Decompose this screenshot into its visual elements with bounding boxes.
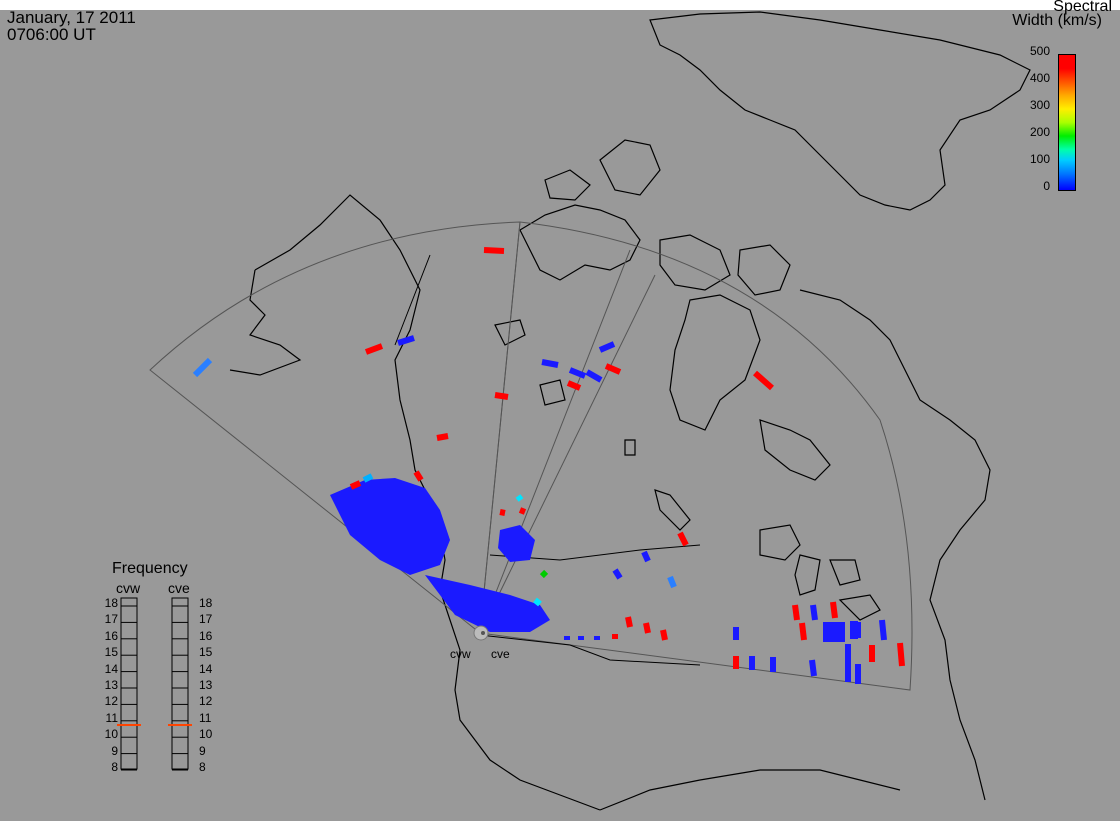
seg (566, 380, 582, 391)
seg (879, 619, 887, 641)
site-label-cvw: cvw (450, 647, 471, 661)
colorbar-tick-label: 100 (1029, 152, 1050, 166)
seg (897, 642, 905, 667)
freq-scale-right: 18 (199, 596, 213, 610)
colorbar-tick-label: 300 (1029, 98, 1050, 112)
seg (499, 509, 506, 516)
seg (397, 335, 415, 346)
colorbar-tick-label: 0 (1043, 179, 1050, 193)
seg (792, 604, 800, 621)
freq-scale-right: 15 (199, 645, 213, 660)
freq-label-cve: cve (168, 580, 190, 596)
freq-scale-left: 17 (104, 612, 118, 627)
seg (677, 531, 689, 547)
coastlines (229, 11, 1031, 811)
colorbar-title-line2: Width (km/s) (1012, 12, 1102, 29)
freq-scale-left: 15 (104, 645, 118, 660)
seg (192, 357, 213, 378)
seg (539, 569, 549, 579)
freq-scale-right: 8 (199, 760, 206, 774)
seg (810, 604, 818, 621)
scatter-west (330, 478, 550, 632)
seg (515, 494, 524, 502)
seg (568, 367, 587, 379)
bulk-blocks (564, 621, 858, 642)
freq-scale-right: 16 (199, 628, 213, 643)
freq-scale-left: 11 (105, 710, 118, 725)
seg (413, 470, 424, 482)
seg (364, 343, 384, 355)
freq-scale-right: 14 (199, 661, 213, 676)
time-label: 0706:00 UT (7, 25, 96, 44)
seg (612, 568, 623, 580)
seg (585, 369, 603, 383)
freq-scale-left: 9 (111, 743, 118, 758)
frequency-columns (117, 597, 192, 771)
scatter-segments (192, 247, 905, 684)
seg (643, 622, 651, 634)
seg (753, 370, 774, 391)
colorbar-tick-label: 200 (1029, 125, 1050, 139)
freq-scale-left: 8 (111, 760, 118, 774)
seg (641, 550, 651, 563)
seg (830, 601, 838, 619)
freq-scale-right: 12 (199, 694, 213, 709)
seg (533, 597, 542, 607)
date-label: January, 17 2011 (7, 8, 136, 27)
freq-scale-right: 13 (199, 678, 213, 692)
freq-column-cvw (120, 597, 138, 770)
radar-fov (149, 221, 913, 691)
seg (362, 473, 374, 483)
freq-scale-right: 11 (199, 710, 212, 725)
freq-column-cve (171, 597, 189, 770)
freq-scale-left: 16 (104, 628, 118, 643)
seg (604, 363, 622, 375)
freq-scale-right: 10 (199, 727, 213, 742)
freq-scale-right: 9 (199, 743, 206, 758)
seg (541, 359, 559, 368)
seg (349, 480, 362, 490)
colorbar-title-line1: Spectral (1053, 0, 1112, 15)
frequency-title: Frequency (112, 560, 188, 577)
seg (494, 392, 509, 400)
seg (667, 575, 677, 589)
freq-scale-left: 18 (104, 596, 118, 610)
freq-scale-left: 13 (104, 678, 118, 692)
seg (660, 629, 668, 641)
freq-scale-left: 10 (104, 727, 118, 742)
site-marker-cve (481, 631, 485, 635)
colorbar-gradient (1058, 54, 1076, 191)
site-label-cve: cve (491, 647, 510, 661)
freq-scale-left: 14 (104, 661, 118, 676)
top-strip (0, 0, 1120, 10)
seg (436, 433, 449, 441)
seg (625, 616, 633, 628)
seg (799, 622, 807, 641)
freq-label-cvw: cvw (116, 580, 141, 596)
radar-sites (473, 625, 489, 641)
colorbar-tick-label: 400 (1029, 71, 1050, 85)
seg (598, 341, 616, 353)
seg (809, 659, 817, 677)
seg (483, 247, 505, 254)
colorbar-tick-label: 500 (1029, 44, 1050, 58)
freq-scale-left: 12 (104, 694, 118, 709)
freq-scale-right: 17 (199, 612, 213, 627)
seg (518, 507, 527, 515)
